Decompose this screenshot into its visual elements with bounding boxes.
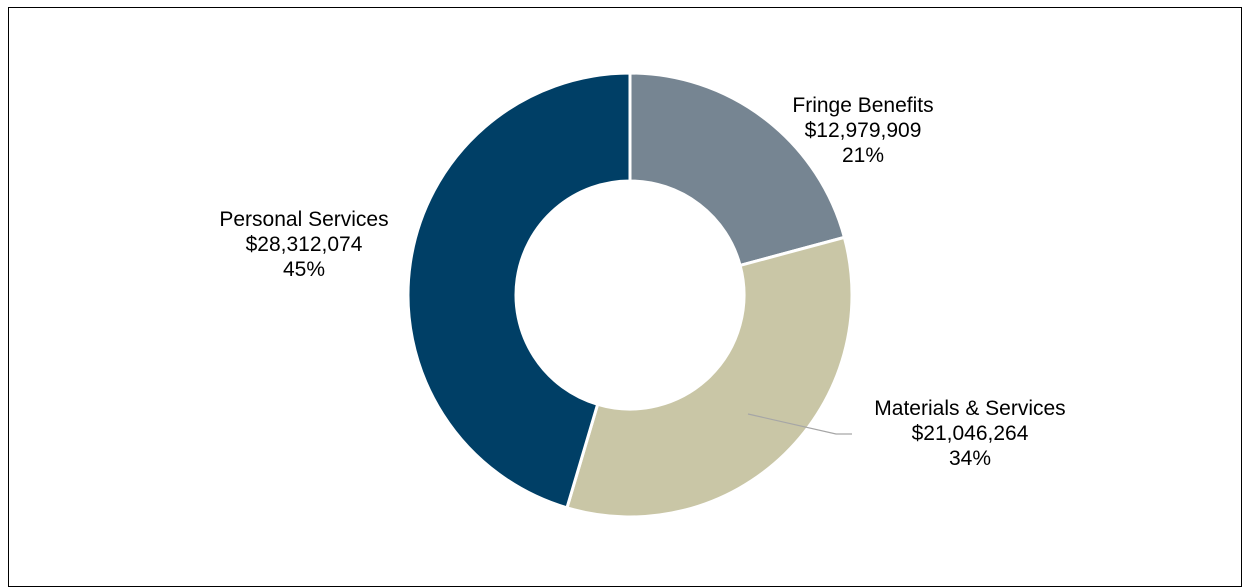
data-label-fringe-benefits: Fringe Benefits $12,979,909 21% <box>792 94 933 167</box>
data-label-percent: 45% <box>283 258 325 281</box>
slice-personal-services <box>406 71 632 510</box>
data-label-name: Personal Services <box>219 208 388 231</box>
data-label-name: Fringe Benefits <box>792 94 933 117</box>
data-label-name: Materials & Services <box>874 397 1065 420</box>
data-label-personal-services: Personal Services $28,312,074 45% <box>219 208 388 281</box>
leader-lines <box>747 413 852 435</box>
data-label-value: $21,046,264 <box>912 422 1029 445</box>
leader-line-materials-and-services <box>747 413 852 435</box>
donut-slices <box>406 71 854 519</box>
data-label-value: $12,979,909 <box>805 119 922 142</box>
slice-fringe-benefits <box>628 71 847 268</box>
data-label-percent: 21% <box>842 144 884 167</box>
data-label-materials-and-services: Materials & Services $21,046,264 34% <box>874 397 1065 470</box>
data-label-percent: 34% <box>949 447 991 470</box>
data-label-value: $28,312,074 <box>246 233 363 256</box>
data-labels: Fringe Benefits $12,979,909 21% Materials &… <box>219 94 1065 470</box>
slice-materials-and-services <box>565 235 854 519</box>
